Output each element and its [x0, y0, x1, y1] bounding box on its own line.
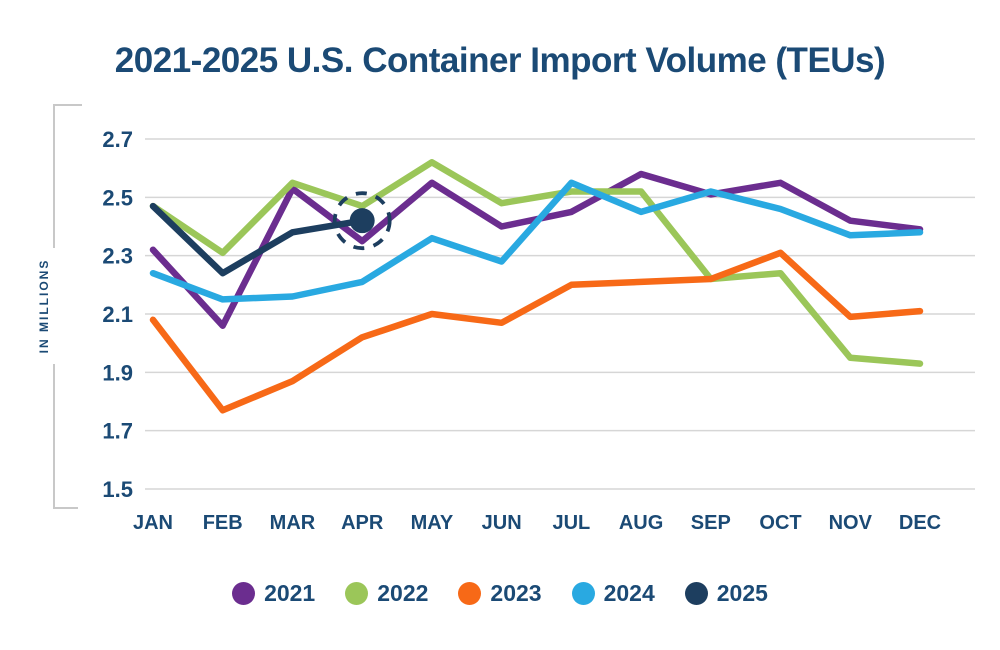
x-tick-label: MAR — [270, 512, 316, 534]
y-tick-label: 1.5 — [102, 477, 133, 502]
y-tick-label: 2.7 — [102, 127, 133, 152]
x-tick-label: NOV — [829, 512, 873, 534]
legend-dot-2023 — [458, 582, 482, 605]
y-axis-title: IN MILLIONS — [37, 259, 51, 354]
x-tick-label: FEB — [203, 512, 243, 534]
legend-item-2023: 2023 — [458, 580, 542, 607]
legend-label-2024: 2024 — [603, 580, 655, 606]
x-tick-label: JUN — [482, 512, 522, 534]
legend-label-2021: 2021 — [264, 580, 316, 606]
y-tick-label: 2.5 — [102, 185, 133, 210]
y-tick-label: 1.9 — [102, 360, 133, 385]
highlight-ring — [332, 191, 392, 251]
legend-label-2025: 2025 — [716, 580, 768, 606]
series-line-2025 — [149, 202, 366, 277]
highlight-dot — [349, 208, 375, 234]
legend-label-2022: 2022 — [377, 580, 429, 606]
legend-item-2022: 2022 — [345, 580, 428, 607]
legend-label-2023: 2023 — [490, 580, 542, 606]
chart-title: 2021-2025 U.S. Container Import Volume (… — [114, 41, 886, 80]
legend-dot-2022 — [345, 582, 369, 605]
x-tick-label: OCT — [759, 512, 801, 534]
y-axis-bracket — [53, 104, 82, 509]
y-tick-label: 2.3 — [102, 244, 133, 269]
legend-item-2025: 2025 — [684, 580, 768, 607]
x-tick-label: AUG — [619, 512, 663, 534]
y-tick-label: 1.7 — [102, 419, 133, 444]
y-tick-label: 2.1 — [102, 302, 133, 327]
x-tick-label: APR — [341, 512, 384, 534]
legend-dot-2025 — [684, 582, 708, 605]
x-tick-label: JAN — [133, 512, 173, 534]
series-line-2024 — [149, 179, 924, 303]
chart-legend: 2021 2022 2023 2024 2025 — [0, 580, 1000, 607]
x-tick-label: DEC — [899, 512, 941, 534]
x-tick-label: MAY — [411, 512, 454, 534]
series-line-2022 — [149, 159, 924, 367]
legend-item-2021: 2021 — [232, 580, 315, 607]
x-tick-label: SEP — [691, 512, 731, 534]
series-line-2023 — [149, 249, 924, 414]
legend-dot-2024 — [571, 582, 595, 605]
legend-dot-2021 — [232, 582, 256, 605]
legend-item-2024: 2024 — [571, 580, 655, 607]
x-tick-label: JUL — [552, 512, 590, 534]
